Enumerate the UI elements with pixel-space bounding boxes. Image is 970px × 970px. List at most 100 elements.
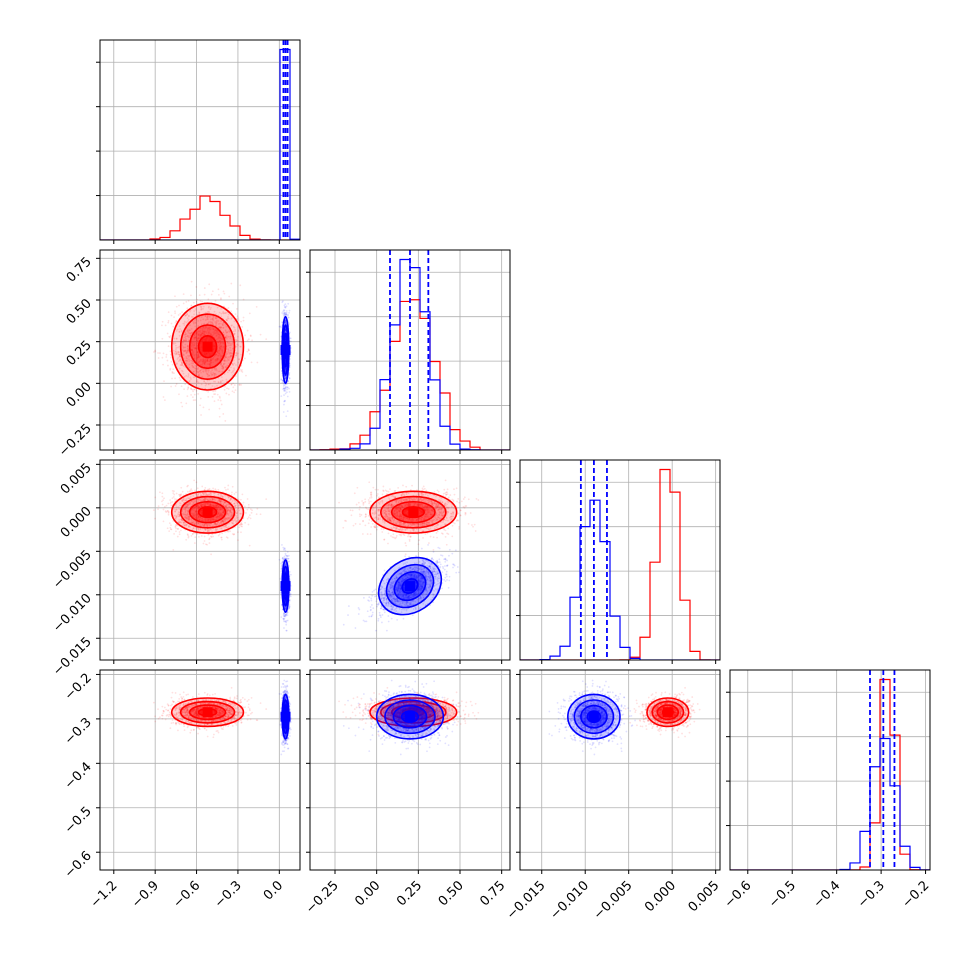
- scatter-point-red: [194, 322, 197, 325]
- scatter-point-red: [240, 320, 243, 323]
- scatter-point-red: [201, 300, 204, 303]
- scatter-point-red: [188, 518, 191, 521]
- scatter-point-red: [152, 509, 155, 512]
- scatter-point-red: [183, 350, 185, 352]
- scatter-point-red: [237, 339, 239, 342]
- scatter-point-red: [180, 361, 183, 364]
- scatter-point-red: [229, 356, 232, 358]
- scatter-point-red: [226, 317, 229, 320]
- scatter-point-blue: [289, 355, 292, 357]
- scatter-point-red: [196, 313, 199, 316]
- scatter-point-red: [230, 494, 233, 496]
- scatter-point-red: [206, 502, 209, 505]
- scatter-point-red: [185, 538, 188, 541]
- scatter-point-red: [235, 375, 237, 378]
- scatter-point-blue: [284, 321, 287, 324]
- scatter-point-red: [240, 521, 243, 524]
- scatter-point-red: [232, 382, 235, 385]
- scatter-point-red: [211, 395, 214, 398]
- scatter-point-red: [214, 393, 217, 395]
- scatter-point-red: [199, 527, 202, 530]
- scatter-point-blue: [281, 321, 283, 324]
- scatter-point-red: [218, 333, 220, 336]
- scatter-point-red: [222, 352, 224, 355]
- scatter-point-red: [214, 332, 217, 335]
- scatter-point-blue: [284, 328, 287, 331]
- scatter-point-red: [173, 493, 176, 496]
- scatter-point-red: [216, 358, 219, 361]
- scatter-point-red: [195, 307, 198, 310]
- scatter-point-red: [212, 315, 215, 318]
- scatter-point-red: [192, 521, 194, 524]
- scatter-point-red: [191, 522, 193, 524]
- scatter-point-blue: [288, 377, 291, 380]
- scatter-point-red: [211, 290, 214, 293]
- scatter-point-red: [233, 356, 236, 359]
- scatter-point-red: [205, 370, 208, 373]
- scatter-point-red: [255, 305, 258, 308]
- scatter-point-red: [209, 308, 212, 311]
- scatter-point-red: [241, 371, 244, 373]
- scatter-point-blue: [283, 394, 285, 396]
- scatter-point-blue: [284, 303, 287, 306]
- scatter-point-red: [162, 508, 165, 511]
- scatter-point-red: [196, 351, 199, 354]
- scatter-point-red: [242, 316, 245, 319]
- scatter-point-red: [222, 363, 225, 366]
- scatter-point-red: [175, 492, 178, 495]
- scatter-point-red: [221, 322, 224, 325]
- scatter-point-red: [174, 353, 177, 356]
- y-tick-label-1-1: 0.00: [64, 380, 95, 411]
- scatter-point-red: [207, 328, 209, 331]
- scatter-point-red: [182, 339, 185, 342]
- scatter-point-red: [178, 511, 181, 514]
- scatter-point-red: [226, 387, 228, 390]
- scatter-point-red: [214, 354, 217, 357]
- scatter-point-red: [208, 542, 211, 544]
- scatter-point-red: [158, 491, 161, 494]
- scatter-point-red: [229, 337, 232, 340]
- scatter-point-red: [196, 342, 199, 344]
- scatter-point-red: [195, 347, 197, 350]
- scatter-point-red: [220, 349, 223, 352]
- scatter-point-red: [220, 403, 223, 406]
- scatter-point-red: [201, 362, 204, 365]
- scatter-point-red: [193, 388, 196, 391]
- scatter-point-red: [222, 509, 225, 512]
- scatter-point-red: [186, 344, 189, 347]
- scatter-point-red: [207, 375, 209, 378]
- scatter-point-red: [230, 511, 233, 514]
- scatter-point-red: [192, 376, 195, 379]
- scatter-point-red: [177, 346, 179, 349]
- scatter-point-red: [218, 516, 221, 519]
- scatter-point-blue: [287, 302, 290, 305]
- scatter-point-red: [170, 335, 172, 337]
- scatter-point-red: [208, 358, 211, 361]
- scatter-point-red: [203, 333, 206, 336]
- scatter-point-red: [223, 373, 226, 375]
- scatter-point-red: [194, 526, 197, 529]
- scatter-point-red: [168, 335, 171, 338]
- scatter-point-red: [193, 336, 196, 339]
- scatter-point-red: [198, 336, 200, 339]
- hist-blue-0: [100, 48, 300, 240]
- scatter-point-red: [195, 389, 198, 392]
- scatter-point-red: [230, 325, 233, 327]
- scatter-point-red: [218, 350, 221, 352]
- scatter-point-red: [226, 530, 228, 533]
- scatter-point-red: [216, 522, 219, 525]
- scatter-point-red: [184, 346, 187, 349]
- scatter-point-red: [182, 345, 185, 348]
- scatter-point-red: [226, 357, 229, 360]
- scatter-point-red: [188, 329, 191, 332]
- scatter-point-red: [233, 326, 236, 329]
- scatter-point-blue: [278, 325, 281, 328]
- scatter-point-blue: [280, 395, 283, 398]
- panel-1-0: −0.250.000.250.500.75: [56, 249, 301, 460]
- scatter-point-blue: [284, 375, 286, 378]
- scatter-point-red: [186, 354, 189, 357]
- scatter-point-red: [175, 530, 177, 533]
- scatter-point-red: [195, 369, 197, 372]
- scatter-point-red: [188, 336, 191, 339]
- scatter-point-red: [192, 366, 195, 369]
